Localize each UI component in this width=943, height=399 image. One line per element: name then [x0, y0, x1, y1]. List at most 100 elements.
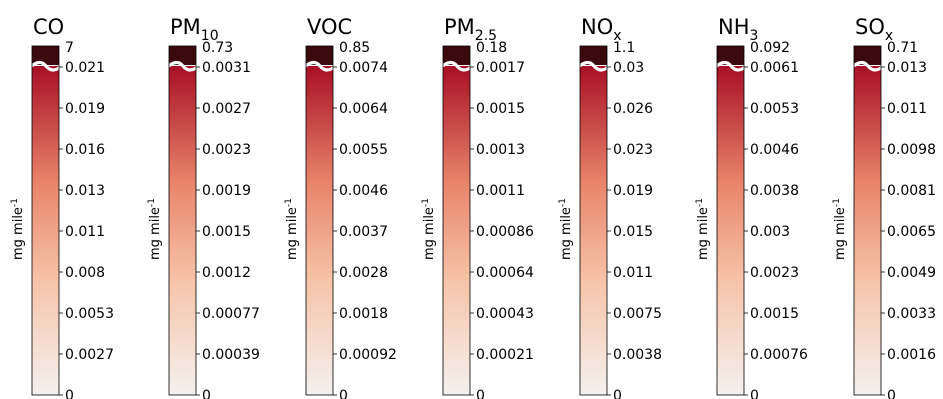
colorbar-ylabel: mg mile-1 [284, 198, 300, 260]
tick-label: 0.013 [65, 183, 105, 199]
tick-label: 0.0015 [202, 224, 251, 240]
ylabel-exponent: -1 [284, 198, 294, 207]
colorbar-break-segment [854, 46, 881, 65]
tick-label: 0.0038 [613, 347, 662, 363]
tick-label: 0.03 [613, 60, 644, 76]
title-base: VOC [307, 15, 352, 39]
title-subscript: 2.5 [475, 28, 497, 44]
colorbar-title: SOx [855, 15, 893, 44]
colorbar-2: PM10 mg mile-1 0.73 0 0.00039 0.00077 0.0012 0.… [147, 15, 260, 399]
axis-break-marker [301, 60, 338, 72]
tick-label: 0.0053 [65, 306, 114, 322]
colorbar-break-segment [169, 46, 196, 65]
colorbar-title: CO [33, 15, 64, 39]
tick-label: 0.00039 [202, 347, 260, 363]
colorbar-frame [853, 45, 882, 396]
ylabel-exponent: -1 [695, 198, 705, 207]
title-base: PM [444, 15, 475, 39]
axis-break-marker [164, 60, 201, 72]
colorbar-ylabel: mg mile-1 [10, 198, 26, 260]
tick-label: 0.0011 [476, 183, 525, 199]
colorbar-title: VOC [307, 15, 352, 39]
tick-label: 0.0081 [887, 183, 936, 199]
tick-label: 0.026 [613, 101, 653, 117]
tick-label: 0.00086 [476, 224, 534, 240]
colorbar-title: NOx [581, 15, 622, 44]
break-top-label: 0.092 [750, 40, 790, 56]
tick-label: 0 [202, 388, 211, 399]
colorbar-gradient [717, 66, 744, 395]
title-base: PM [170, 15, 201, 39]
tick-label: 0.0012 [202, 265, 251, 281]
colorbar-gradient [580, 66, 607, 395]
ylabel-exponent: -1 [421, 198, 431, 207]
axis-break-marker [438, 60, 475, 72]
title-subscript: x [613, 28, 621, 44]
title-base: NO [581, 15, 613, 39]
colorbar-frame [31, 45, 60, 396]
tick-label: 0.0017 [476, 60, 525, 76]
tick-label: 0.011 [65, 224, 105, 240]
tick-label: 0.0046 [339, 183, 388, 199]
tick-label: 0.0046 [750, 142, 799, 158]
break-top-label: 1.1 [613, 40, 635, 56]
break-top-label: 7 [65, 40, 74, 56]
tick-label: 0.0031 [202, 60, 251, 76]
colorbar-title: PM2.5 [444, 15, 497, 44]
tick-label: 0.0015 [750, 306, 799, 322]
colorbar-break-segment [306, 46, 333, 65]
tick-label: 0 [339, 388, 348, 399]
ylabel-exponent: -1 [832, 198, 842, 207]
title-base: NH [718, 15, 750, 39]
tick-label: 0.0033 [887, 306, 936, 322]
axis-break-marker [27, 60, 64, 72]
tick-label: 0.00064 [476, 265, 534, 281]
tick-label: 0.019 [613, 183, 653, 199]
tick-label: 0.0037 [339, 224, 388, 240]
colorbar-7: SOx mg mile-1 0.71 0 0.0016 0.0033 0.0049 0.006… [832, 15, 936, 399]
colorbar-1: CO mg mile-1 7 0 0.0027 0.0053 0.008 0.011 0.013… [10, 15, 114, 399]
tick-label: 0.011 [613, 265, 653, 281]
ylabel-base: mg mile [11, 207, 26, 260]
tick-label: 0.013 [887, 60, 927, 76]
colorbar-4: PM2.5 mg mile-1 0.18 0 0.00021 0.00043 0.00064… [421, 15, 534, 399]
title-base: SO [855, 15, 885, 39]
tick-label: 0.0016 [887, 347, 936, 363]
ylabel-exponent: -1 [147, 198, 157, 207]
tick-label: 0.0049 [887, 265, 936, 281]
ylabel-base: mg mile [422, 207, 437, 260]
tick-label: 0.015 [613, 224, 653, 240]
break-top-label: 0.73 [202, 40, 233, 56]
colorbar-ylabel: mg mile-1 [695, 198, 711, 260]
tick-label: 0 [476, 388, 485, 399]
ylabel-base: mg mile [559, 207, 574, 260]
colorbar-gradient [169, 66, 196, 395]
colorbar-ylabel: mg mile-1 [832, 198, 848, 260]
tick-label: 0.00043 [476, 306, 534, 322]
colorbar-gradient [306, 66, 333, 395]
colorbar-frame [305, 45, 334, 396]
tick-label: 0.0038 [750, 183, 799, 199]
tick-label: 0.0053 [750, 101, 799, 117]
ylabel-base: mg mile [696, 207, 711, 260]
title-subscript: 10 [201, 28, 219, 44]
tick-label: 0.023 [613, 142, 653, 158]
colorbar-gradient [32, 66, 59, 395]
tick-label: 0.021 [65, 60, 105, 76]
tick-label: 0.0028 [339, 265, 388, 281]
colorbar-gradient [443, 66, 470, 395]
axis-break-marker [849, 60, 886, 72]
colorbar-break-segment [443, 46, 470, 65]
ylabel-base: mg mile [285, 207, 300, 260]
tick-label: 0.0023 [202, 142, 251, 158]
colorbar-ylabel: mg mile-1 [558, 198, 574, 260]
colorbar-title: NH3 [718, 15, 758, 44]
tick-label: 0.0055 [339, 142, 388, 158]
tick-label: 0.019 [65, 101, 105, 117]
colorbar-5: NOx mg mile-1 1.1 0 0.0038 0.0075 0.011 0.015 0.… [558, 15, 662, 399]
tick-label: 0.0064 [339, 101, 388, 117]
tick-label: 0.0075 [613, 306, 662, 322]
title-subscript: x [885, 28, 893, 44]
tick-label: 0.0013 [476, 142, 525, 158]
